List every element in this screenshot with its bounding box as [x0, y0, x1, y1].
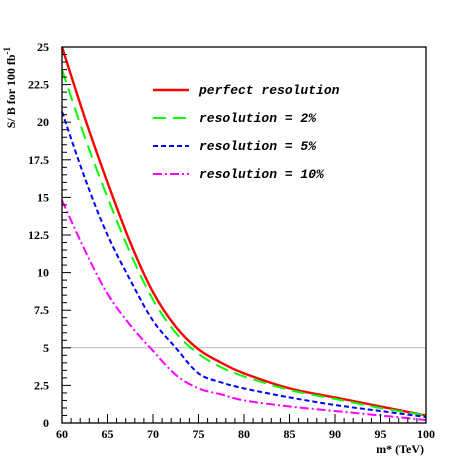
legend-layer: perfect resolution resolution = 2% resolut…: [153, 83, 340, 182]
x-tick-label: 90: [329, 427, 341, 441]
x-tick-label: 80: [238, 427, 250, 441]
y-tick-label: 17.5: [28, 153, 49, 167]
plot-frame: [61, 46, 427, 424]
legend-label-1: perfect resolution: [198, 83, 340, 98]
x-axis-title: m* (TeV): [376, 442, 424, 456]
y-tick-label: 7.5: [34, 303, 49, 317]
x-tick-label: 70: [147, 427, 159, 441]
x-tick-label: 100: [417, 427, 435, 441]
x-tick-label: 95: [375, 427, 387, 441]
series-line-1: [60, 46, 427, 417]
x-tick-label: 65: [102, 427, 114, 441]
y-tick-label: 25: [37, 40, 49, 54]
x-tick-label: 75: [193, 427, 205, 441]
x-tick-label: 85: [284, 427, 296, 441]
y-tick-label: 12.5: [28, 228, 49, 242]
y-axis-title-text: S/ B for 100 fb: [4, 54, 18, 128]
x-axis-title-text: m* (TeV): [376, 442, 424, 456]
x-tick-label: 60: [56, 427, 68, 441]
y-tick-label: 0: [43, 416, 49, 430]
y-tick-label: 5: [43, 341, 49, 355]
y-tick-label: 2.5: [34, 378, 49, 392]
legend-label-2: resolution = 2%: [199, 111, 317, 126]
series-layer: [60, 46, 427, 421]
series-line-3: [61, 111, 427, 418]
y-tick-label: 20: [37, 115, 49, 129]
y-tick-label: 22.5: [28, 78, 49, 92]
axes-layer: 0 2.5 5 7.5 10 12.5 15 17.5 20 22.5 25 60 65 70 75 80 85…: [28, 40, 435, 441]
legend-label-4: resolution = 10%: [199, 167, 325, 182]
legend-label-3: resolution = 5%: [199, 139, 317, 154]
series-line-2: [61, 69, 427, 417]
y-tick-label: 10: [37, 266, 49, 280]
y-tick-label: 15: [37, 190, 49, 204]
y-axis-title-superscript: -1: [2, 47, 12, 55]
y-axis-title: S/ B for 100 fb-1: [2, 47, 18, 129]
series-line-4: [61, 199, 427, 421]
